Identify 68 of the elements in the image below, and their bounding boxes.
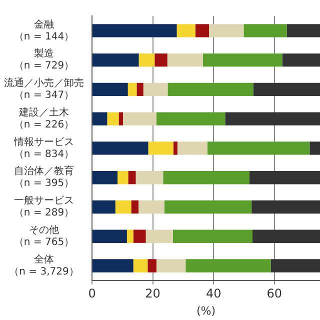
bar	[128, 82, 137, 96]
x-tick-label: 40	[206, 286, 222, 301]
bar	[138, 53, 155, 67]
y-tick-label: 流通／小売／卸売（n = 347）	[4, 77, 84, 102]
bar	[92, 200, 116, 214]
bar	[225, 112, 320, 126]
bar	[118, 112, 124, 126]
bar	[253, 82, 320, 96]
bar	[209, 24, 244, 38]
bar	[136, 170, 164, 184]
bar	[92, 259, 134, 272]
y-tick-label: 製造（n = 729）	[14, 48, 74, 72]
x-axis-title: (%)	[196, 304, 216, 318]
y-tick-label: 建設／土木（n = 226）	[14, 106, 74, 130]
bar	[186, 259, 271, 272]
bar	[270, 259, 320, 272]
bar	[164, 200, 252, 214]
bar	[176, 24, 196, 38]
bar	[107, 112, 119, 126]
bar	[310, 142, 320, 155]
bar	[167, 53, 203, 67]
bar	[282, 53, 320, 67]
bar	[92, 82, 128, 96]
bar	[168, 82, 254, 96]
bar	[146, 230, 173, 243]
bar	[143, 82, 168, 96]
bar	[202, 53, 282, 67]
bar	[92, 53, 139, 67]
bar	[208, 142, 310, 155]
bar	[133, 259, 148, 272]
x-tick-label: 0	[88, 286, 96, 301]
x-tick-label: 20	[145, 286, 160, 301]
bar	[156, 112, 226, 126]
y-tick-label: 全体（n = 3,729）	[9, 253, 79, 278]
bar	[92, 142, 148, 155]
bar	[244, 24, 287, 38]
bar	[115, 200, 132, 214]
bar	[136, 82, 144, 96]
bar	[195, 24, 210, 38]
y-tick-label: その他（n = 765）	[14, 224, 74, 248]
bar	[173, 142, 178, 155]
y-tick-label: 情報サービス（n = 834）	[13, 136, 74, 160]
bar	[92, 230, 127, 243]
bar	[154, 53, 168, 67]
bar	[92, 24, 177, 38]
bar	[131, 200, 139, 214]
bar	[126, 230, 134, 243]
bar	[249, 170, 320, 184]
y-tick-label: 金融（n = 144）	[14, 18, 74, 42]
bar	[92, 112, 108, 126]
bar	[148, 259, 156, 272]
bar	[252, 230, 320, 243]
bar	[148, 142, 174, 155]
bar	[92, 170, 118, 184]
bar	[177, 142, 208, 155]
y-tick-label: 自治体／教育（n = 395）	[14, 165, 74, 190]
bar	[163, 170, 250, 184]
bar	[138, 200, 164, 214]
bar	[156, 259, 186, 272]
bar	[252, 200, 320, 214]
bar	[118, 170, 128, 184]
bar	[133, 230, 146, 243]
y-tick-label: 一般サービス（n = 289）	[14, 196, 74, 219]
bar	[123, 112, 156, 126]
bar	[286, 24, 320, 38]
bar	[128, 170, 136, 184]
bar	[172, 230, 253, 243]
x-tick-label: 60	[266, 286, 282, 301]
